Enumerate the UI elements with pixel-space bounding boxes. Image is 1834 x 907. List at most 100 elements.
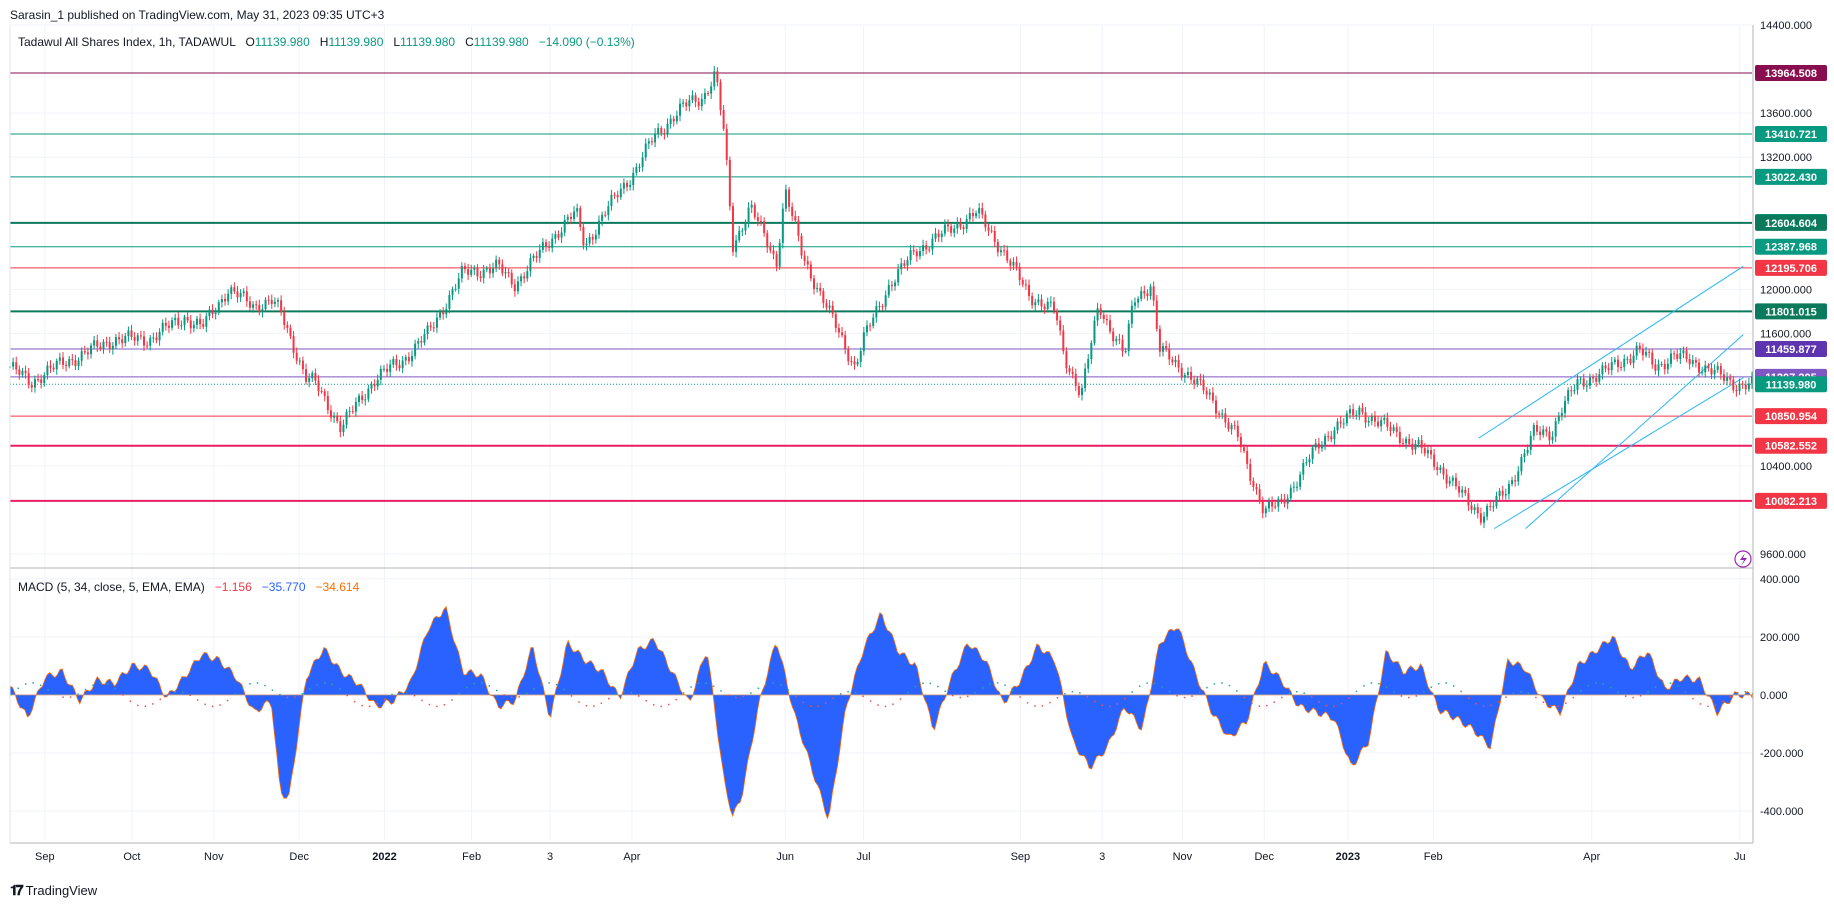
level-price-tag-text: 10082.213	[1765, 496, 1817, 508]
candle-body	[1582, 378, 1585, 387]
channel-line[interactable]	[1493, 377, 1744, 530]
level-price-tag[interactable]	[1755, 303, 1827, 320]
macd-histogram-dot	[1109, 705, 1111, 708]
candle-body	[1626, 358, 1629, 360]
candle-body	[669, 118, 672, 124]
candle-body	[33, 379, 36, 388]
macd-area	[9, 605, 1753, 820]
level-price-tag[interactable]	[1755, 437, 1827, 454]
candle-body	[1414, 443, 1417, 450]
candle-body	[445, 308, 448, 315]
candle-body	[865, 325, 868, 333]
candle-body	[554, 234, 557, 239]
candle-body	[1722, 374, 1725, 381]
level-price-tag[interactable]	[1755, 341, 1827, 358]
symbol-legend[interactable]: Tadawul All Shares Index, 1h, TADAWUL O1…	[18, 35, 635, 49]
candle-body	[242, 291, 245, 294]
candle-body	[828, 305, 831, 308]
candle-body	[273, 301, 276, 305]
candle-body	[217, 302, 220, 313]
price-axis[interactable]: 14400.000 13600.000 13200.000 12000.000 1160…	[1760, 20, 1812, 818]
candle-body	[230, 287, 233, 294]
channel-line[interactable]	[1478, 265, 1744, 439]
candle-body	[984, 214, 987, 228]
candle-body	[1221, 413, 1224, 415]
time-tick-label: Jun	[776, 851, 794, 863]
candle-body	[1461, 489, 1464, 493]
level-price-tag[interactable]	[1755, 126, 1827, 143]
macd-histogram-dot	[1423, 691, 1425, 693]
candle-body	[1168, 348, 1171, 360]
macd-histogram-dot	[1617, 691, 1619, 694]
macd-histogram-dot	[301, 693, 304, 695]
candle-body	[607, 206, 610, 216]
candle-body	[1560, 413, 1563, 416]
candle-body	[389, 364, 392, 372]
candle-body	[1501, 490, 1504, 496]
level-price-tag[interactable]	[1755, 168, 1827, 185]
price-series	[9, 65, 1753, 529]
time-tick-label: Dec	[289, 851, 309, 863]
level-price-tag[interactable]	[1755, 64, 1827, 81]
price-tick-label: 13200.000	[1760, 152, 1812, 164]
macd-histogram-dot	[533, 687, 535, 690]
candle-body	[1249, 463, 1252, 481]
candle-body	[143, 336, 145, 346]
candle-body	[1386, 417, 1389, 427]
macd-histogram-dot	[144, 705, 147, 708]
candle-body	[1330, 436, 1333, 440]
level-price-tag[interactable]	[1755, 214, 1827, 231]
level-price-tag[interactable]	[1755, 492, 1827, 509]
candle-body	[1604, 365, 1607, 369]
candle-body	[192, 324, 195, 329]
candle-body	[1523, 453, 1526, 458]
macd-histogram-dot	[1639, 695, 1642, 697]
candle-body	[476, 268, 479, 277]
macd-histogram-dot	[966, 695, 969, 698]
candle-body	[797, 220, 800, 236]
candle-body	[1280, 498, 1283, 500]
candle-body	[756, 217, 759, 221]
level-price-tag[interactable]	[1755, 376, 1827, 393]
candle-body	[267, 299, 270, 301]
channel-line[interactable]	[1525, 334, 1744, 530]
tradingview-brand[interactable]: 𝟏𝟕 TradingView	[10, 882, 97, 899]
candle-body	[1289, 487, 1292, 499]
candle-body	[1669, 353, 1672, 364]
candle-body	[482, 269, 485, 278]
replay-lightning-icon[interactable]	[1734, 550, 1752, 568]
candle-body	[186, 317, 189, 321]
candle-body	[887, 284, 890, 296]
macd-histogram-dot	[39, 684, 42, 686]
candle-body	[1239, 436, 1242, 448]
candle-body	[1747, 383, 1750, 390]
time-axis[interactable]: Sep Oct Nov Dec 2022 Feb 3 Apr Jun Jul Sep 3 Nov Dec 2…	[35, 851, 1746, 863]
macd-histogram-dot	[809, 705, 812, 707]
time-tick-label: Oct	[123, 851, 140, 863]
macd-histogram-dot	[54, 693, 57, 696]
price-tick-label: 13600.000	[1760, 108, 1812, 120]
macd-histogram-dot	[241, 687, 244, 689]
time-tick-label: 3	[547, 851, 553, 863]
macd-histogram-dot	[1086, 695, 1089, 698]
candle-body	[1162, 346, 1165, 352]
level-price-tag[interactable]	[1755, 259, 1827, 276]
macd-histogram-dot	[114, 687, 117, 690]
candle-body	[523, 276, 526, 279]
candle-body	[1180, 367, 1183, 378]
time-tick-label: 2023	[1336, 851, 1360, 863]
level-price-tag[interactable]	[1755, 408, 1827, 425]
candle-body	[978, 208, 981, 214]
time-tick-label: Sep	[35, 851, 55, 863]
candle-body	[1588, 377, 1591, 386]
macd-legend[interactable]: MACD (5, 34, close, 5, EMA, EMA) −1.156 …	[18, 580, 359, 594]
macd-histogram-dot	[1707, 705, 1709, 708]
candle-body	[1479, 513, 1482, 523]
macd-histogram-dot	[204, 703, 206, 706]
candle-body	[398, 365, 401, 369]
level-price-tag[interactable]	[1755, 238, 1827, 255]
brand-text: TradingView	[25, 883, 98, 898]
candle-body	[392, 358, 395, 365]
macd-histogram-dot	[1303, 692, 1305, 694]
